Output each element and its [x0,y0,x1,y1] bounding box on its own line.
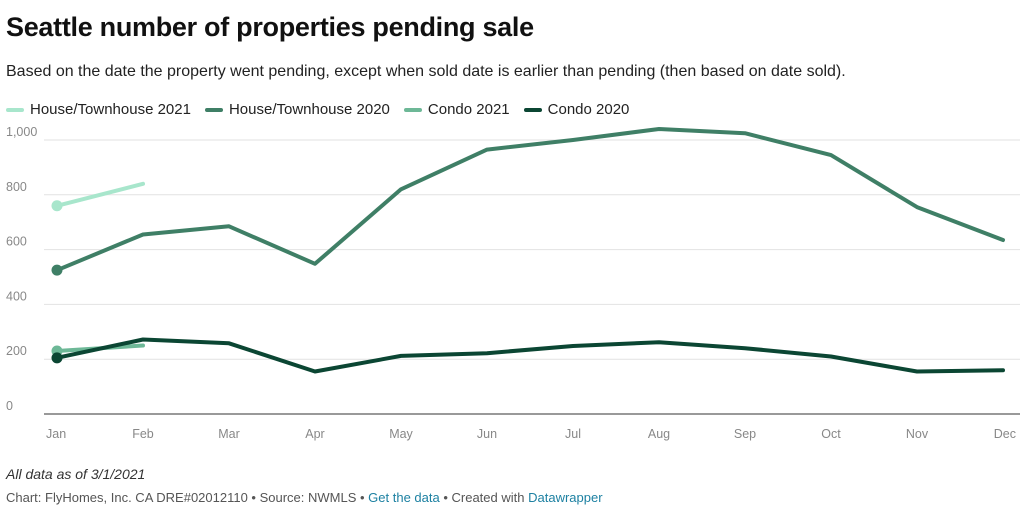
datawrapper-link[interactable]: Datawrapper [528,490,603,505]
legend-label-house-2021: House/Townhouse 2021 [30,101,191,118]
legend-item-condo-2021: Condo 2021 [403,101,510,118]
y-tick-label: 1,000 [6,125,37,139]
x-tick-label: Jan [46,427,66,441]
x-tick-label: Aug [648,427,670,441]
legend-item-condo-2020: Condo 2020 [523,101,630,118]
get-data-link[interactable]: Get the data [368,490,440,505]
x-tick-label: Jul [565,427,581,441]
y-tick-label: 0 [6,399,13,413]
legend-item-house-2020: House/Townhouse 2020 [204,101,390,118]
x-tick-label: Nov [906,427,929,441]
x-tick-label: May [389,427,413,441]
legend-swatch-house-2020 [204,107,223,112]
legend-label-condo-2021: Condo 2021 [427,101,510,118]
series-start-point-house-townhouse-2020 [51,264,63,276]
chart-legend: House/Townhouse 2021 House/Townhouse 202… [6,101,643,118]
y-tick-label: 400 [6,289,27,303]
legend-label-condo-2020: Condo 2020 [547,101,630,118]
legend-swatch-condo-2021 [403,107,422,112]
series-line-house-townhouse-2021 [55,181,145,208]
series-line-condo-2020 [55,337,1005,374]
x-tick-label: Sep [734,427,756,441]
chart-title: Seattle number of properties pending sal… [6,12,534,42]
y-tick-label: 200 [6,344,27,358]
x-tick-label: Oct [821,427,841,441]
chart-subtitle: Based on the date the property went pend… [6,63,846,80]
x-tick-label: Dec [994,427,1016,441]
legend-swatch-house-2021 [6,107,24,112]
line-chart: 0 200 400 600 800 1,000 Jan Feb Mar Apr May Jun Jul A… [6,125,1020,441]
data-note: All data as of 3/1/2021 [6,466,146,482]
x-tick-label: Mar [218,427,240,441]
x-tick-label: Jun [477,427,497,441]
legend-swatch-condo-2020 [523,107,542,112]
series-start-point-condo-2020 [51,352,63,364]
y-tick-label: 600 [6,235,27,249]
legend-label-house-2020: House/Townhouse 2020 [228,101,390,118]
created-with-text: • Created with [439,490,529,505]
y-tick-label: 800 [6,180,27,194]
series-start-point-house-townhouse-2021 [51,200,63,212]
source-credit: Chart: FlyHomes, Inc. CA DRE#02012110 • … [6,490,369,505]
chart-footer: Chart: FlyHomes, Inc. CA DRE#02012110 • … [6,490,603,505]
legend-item-house-2021: House/Townhouse 2021 [6,101,191,118]
x-tick-label: Apr [305,427,324,441]
x-tick-label: Feb [132,427,154,441]
series-line-house-townhouse-2020 [55,127,1005,273]
